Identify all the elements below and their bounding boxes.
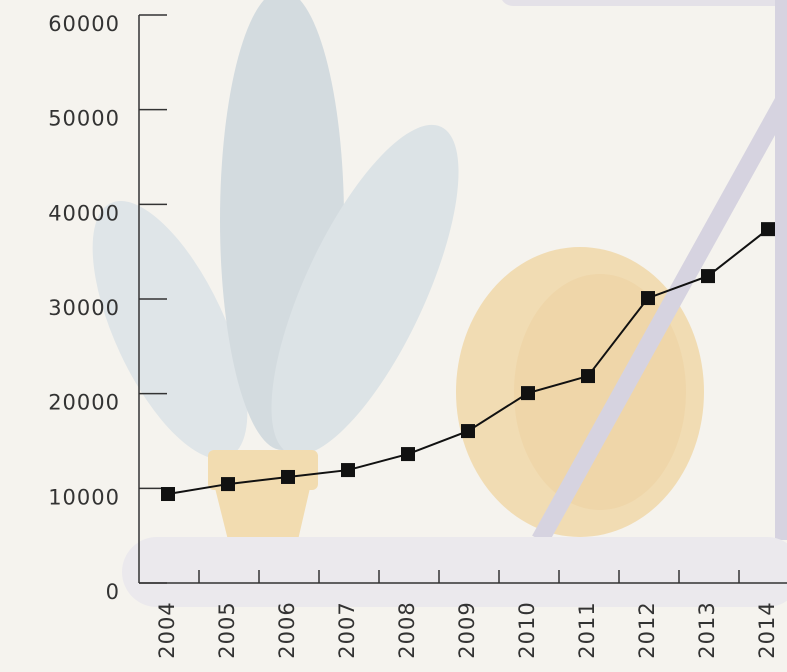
marker [521, 386, 535, 401]
marker [461, 424, 475, 439]
marker [281, 469, 295, 484]
y-tick-label: 0 [106, 580, 120, 604]
x-tick-label: 2006 [275, 601, 299, 658]
marker [641, 291, 655, 306]
x-tick-label: 2014 [755, 601, 779, 658]
marker [401, 447, 415, 462]
x-tick-label: 2005 [215, 601, 239, 658]
y-tick-label: 50000 [48, 107, 120, 131]
y-tick-label: 10000 [48, 485, 120, 509]
x-tick-label: 2012 [635, 601, 659, 658]
marker [761, 222, 775, 237]
marker [701, 269, 715, 284]
x-tick-label: 2013 [695, 601, 719, 658]
marker [161, 487, 175, 502]
y-tick-label: 60000 [48, 12, 120, 36]
x-tick-label: 2004 [155, 601, 179, 658]
x-tick-label: 2007 [335, 601, 359, 658]
x-tick-label: 2008 [395, 601, 419, 658]
background-illustration [92, 0, 787, 607]
y-tick-label: 20000 [48, 391, 120, 415]
y-tick-label: 40000 [48, 201, 120, 225]
x-tick-label: 2009 [455, 601, 479, 658]
x-tick-label: 2011 [575, 601, 599, 658]
marker [341, 463, 355, 478]
y-tick-label: 30000 [48, 296, 120, 320]
marker [581, 369, 595, 384]
marker [221, 477, 235, 492]
x-tick-label: 2010 [515, 601, 539, 658]
